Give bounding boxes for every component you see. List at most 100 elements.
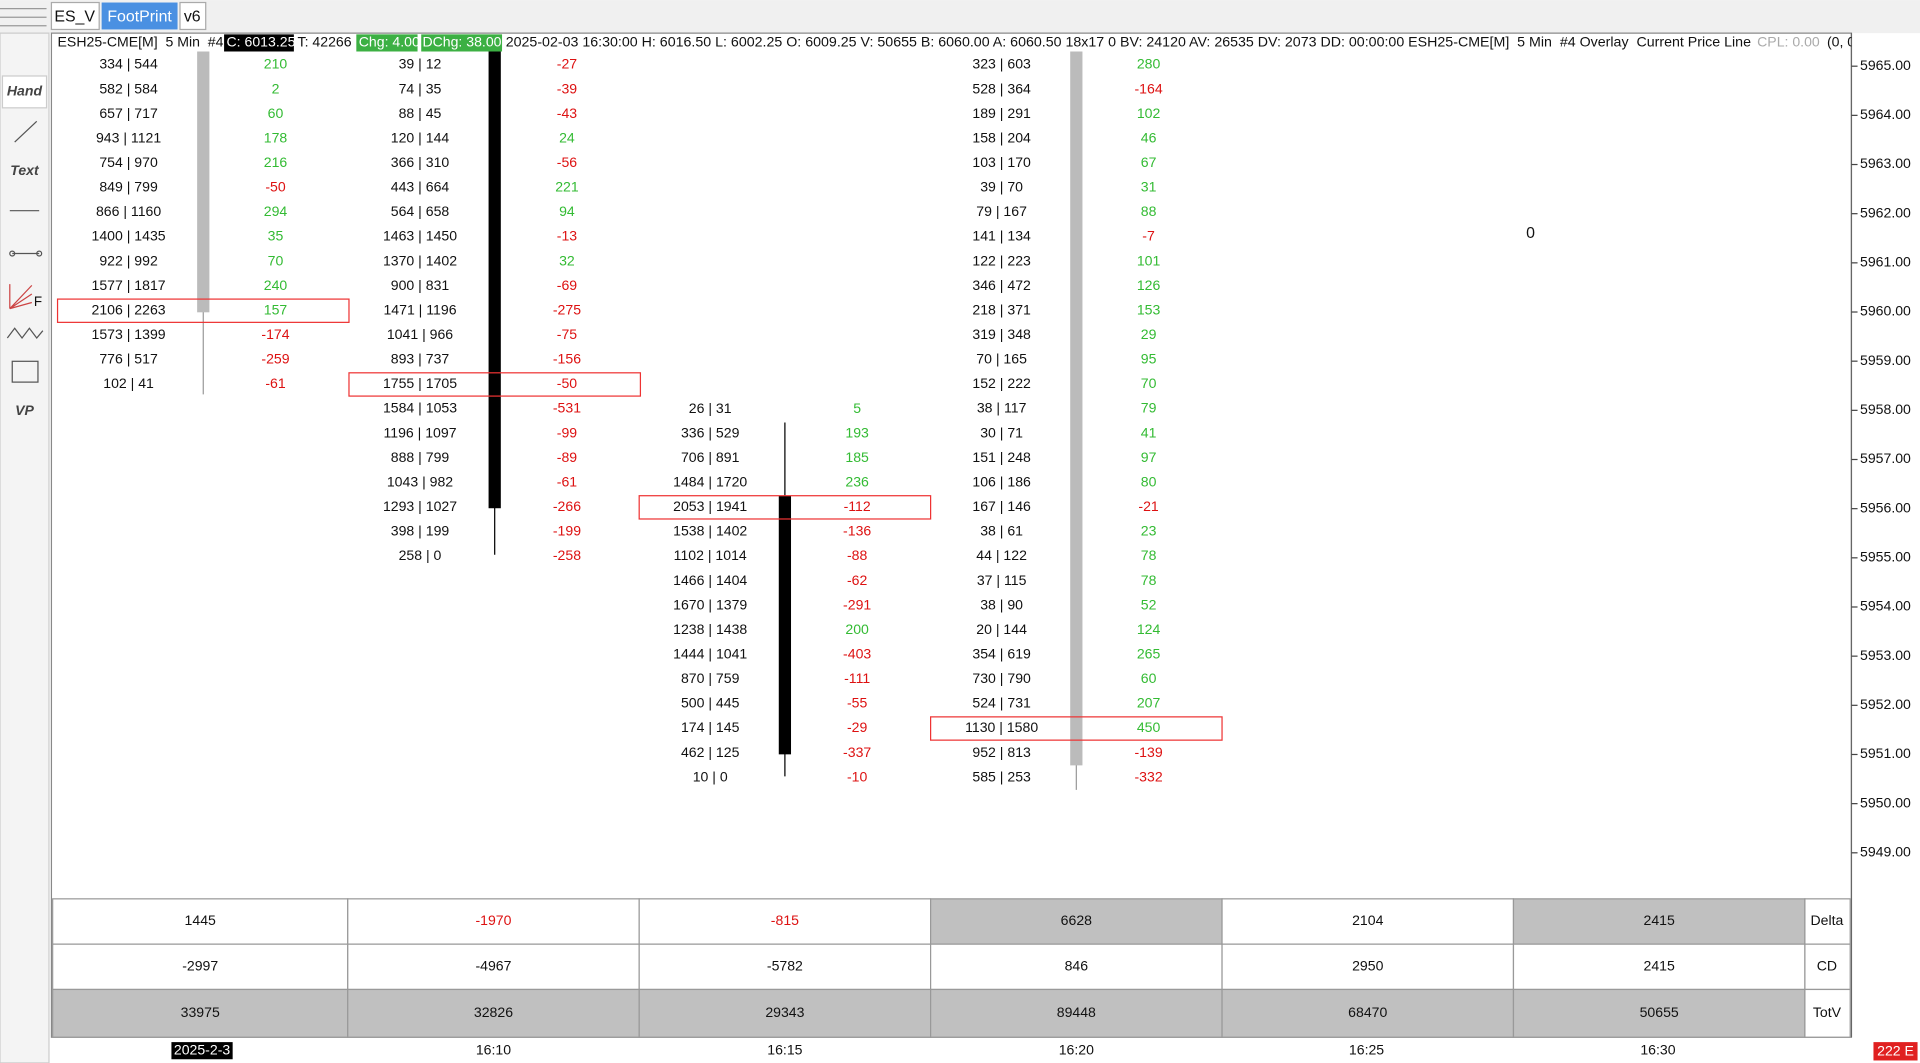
bid-ask: 1400 | 1435 (92, 228, 166, 244)
tab-label: v6 (184, 8, 201, 25)
delta: -88 (847, 547, 868, 563)
delta: -531 (553, 400, 581, 416)
table-value: 68470 (1348, 1004, 1387, 1020)
price-label: 5957.00 (1860, 450, 1911, 466)
bid-ask: 943 | 1121 (96, 129, 161, 145)
delta: 35 (268, 228, 284, 244)
delta: -266 (553, 498, 581, 514)
tab[interactable] (50, 1, 100, 31)
candle-body (488, 51, 501, 509)
table-cell (52, 988, 349, 1038)
time-label: 16:20 (1059, 1041, 1094, 1057)
delta: 24 (559, 129, 575, 145)
tool-icon[interactable] (9, 284, 33, 310)
tool-icon[interactable] (11, 360, 39, 383)
bid-ask: 866 | 1160 (96, 203, 161, 219)
tool-label[interactable]: Hand (7, 83, 43, 99)
bid-ask: 1293 | 1027 (383, 498, 457, 514)
chg-bg (356, 34, 418, 52)
table-value: 2104 (1352, 912, 1383, 928)
delta: -69 (557, 277, 578, 293)
table-value: -4967 (475, 958, 511, 974)
delta: -29 (847, 719, 868, 735)
tab-active[interactable] (101, 2, 178, 30)
bid-ask: 120 | 144 (391, 129, 450, 145)
delta: 101 (1137, 252, 1161, 268)
delta: 207 (1137, 695, 1161, 711)
bid-ask: 74 | 35 (399, 80, 442, 96)
highlight-box (638, 495, 932, 520)
tab[interactable] (179, 1, 207, 31)
delta: 23 (1141, 523, 1157, 539)
header-symbol: ESH25-CME[M] 5 Min #4 (58, 34, 224, 50)
delta: -7 (1142, 228, 1155, 244)
bid-ask: 849 | 799 (99, 179, 158, 195)
price-label: 5959.00 (1860, 352, 1911, 368)
delta: -291 (843, 596, 871, 612)
delta: -99 (557, 424, 578, 440)
bid-ask: 1130 | 1580 (965, 719, 1038, 735)
tool-label[interactable]: Text (10, 162, 40, 178)
delta: -39 (557, 80, 578, 96)
delta: 102 (1137, 105, 1161, 121)
table-cell (347, 988, 640, 1038)
bid-ask: 1484 | 1720 (673, 473, 747, 489)
price-label: 5950.00 (1860, 794, 1911, 810)
tool-icon[interactable] (6, 327, 44, 340)
delta: -50 (265, 179, 286, 195)
delta: 60 (268, 105, 284, 121)
delta: 5 (853, 400, 861, 416)
table-value: 29343 (765, 1004, 804, 1020)
table-value: -5782 (767, 958, 803, 974)
delta: -199 (553, 523, 581, 539)
bid-ask: 776 | 517 (99, 351, 158, 367)
table-cell (1512, 988, 1806, 1038)
delta: 2 (272, 80, 280, 96)
delta: -139 (1134, 744, 1162, 760)
delta: 210 (264, 56, 288, 72)
bid-ask: 158 | 204 (972, 129, 1031, 145)
table-value: -2997 (182, 958, 218, 974)
delta: -111 (844, 670, 870, 686)
bid-ask: 1670 | 1379 (673, 596, 747, 612)
tool-icon[interactable] (9, 250, 16, 257)
bid-ask: 1041 | 966 (387, 326, 453, 342)
delta: 79 (1141, 400, 1157, 416)
tool-label[interactable]: F (34, 294, 42, 309)
bid-ask: 189 | 291 (972, 105, 1031, 121)
bid-ask: 1463 | 1450 (383, 228, 457, 244)
price-label: 5964.00 (1860, 106, 1911, 122)
dchg-bg (421, 34, 503, 52)
bid-ask: 151 | 248 (972, 449, 1031, 465)
price-label: 5961.00 (1860, 254, 1911, 270)
table-value: 2415 (1644, 912, 1675, 928)
price-label: 5963.00 (1860, 155, 1911, 171)
delta: 185 (845, 449, 869, 465)
table-label: TotV (1813, 1004, 1842, 1020)
close-bg (224, 34, 294, 52)
tool-button[interactable] (1, 75, 48, 109)
header-chg: Chg: 4.00 (359, 34, 420, 50)
delta: -62 (847, 572, 868, 588)
bid-ask: 122 | 223 (972, 252, 1031, 268)
tool-icon[interactable] (36, 250, 43, 257)
bid-ask: 258 | 0 (399, 547, 442, 563)
delta: -10 (847, 768, 868, 784)
table-value: -815 (771, 912, 799, 928)
bid-ask: 1584 | 1053 (383, 400, 457, 416)
time-label: 2025-2-3 (174, 1041, 231, 1057)
price-label: 5949.00 (1860, 844, 1911, 860)
tool-icon[interactable] (14, 120, 38, 143)
tool-label[interactable]: VP (15, 402, 34, 418)
bid-ask: 319 | 348 (972, 326, 1031, 342)
bid-ask: 152 | 222 (972, 375, 1031, 391)
table-cell (1512, 943, 1806, 991)
time-highlight (171, 1042, 233, 1060)
bid-ask: 1102 | 1014 (674, 547, 747, 563)
table-value: 2950 (1352, 958, 1383, 974)
delta: 193 (845, 424, 869, 440)
bid-ask: 141 | 134 (972, 228, 1031, 244)
delta: -403 (843, 646, 871, 662)
bid-ask: 323 | 603 (972, 56, 1031, 72)
